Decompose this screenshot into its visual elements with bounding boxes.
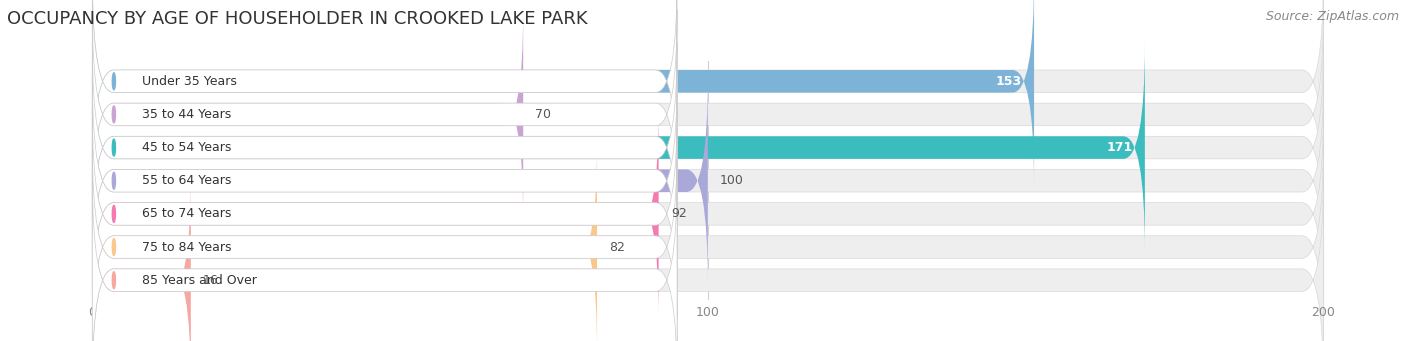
Circle shape: [112, 272, 115, 288]
FancyBboxPatch shape: [93, 142, 598, 341]
FancyBboxPatch shape: [93, 10, 1323, 219]
FancyBboxPatch shape: [93, 43, 678, 252]
Circle shape: [112, 239, 115, 255]
Circle shape: [112, 106, 115, 123]
FancyBboxPatch shape: [93, 10, 678, 219]
Text: 35 to 44 Years: 35 to 44 Years: [142, 108, 231, 121]
Circle shape: [112, 139, 115, 156]
Circle shape: [112, 73, 115, 90]
Text: 45 to 54 Years: 45 to 54 Years: [142, 141, 231, 154]
FancyBboxPatch shape: [93, 76, 1323, 285]
FancyBboxPatch shape: [93, 142, 678, 341]
FancyBboxPatch shape: [93, 175, 191, 341]
FancyBboxPatch shape: [93, 43, 1144, 252]
Circle shape: [112, 172, 115, 189]
Text: 85 Years and Over: 85 Years and Over: [142, 274, 256, 287]
FancyBboxPatch shape: [93, 76, 678, 285]
Text: 55 to 64 Years: 55 to 64 Years: [142, 174, 231, 187]
Text: 92: 92: [671, 207, 686, 220]
FancyBboxPatch shape: [93, 43, 1323, 252]
Text: 82: 82: [609, 240, 626, 254]
FancyBboxPatch shape: [93, 142, 1323, 341]
Text: 153: 153: [995, 75, 1022, 88]
FancyBboxPatch shape: [93, 10, 523, 219]
Text: 65 to 74 Years: 65 to 74 Years: [142, 207, 231, 220]
Text: 75 to 84 Years: 75 to 84 Years: [142, 240, 231, 254]
Text: 70: 70: [536, 108, 551, 121]
FancyBboxPatch shape: [93, 76, 707, 285]
FancyBboxPatch shape: [93, 0, 678, 186]
FancyBboxPatch shape: [93, 0, 1323, 186]
Circle shape: [112, 205, 115, 222]
Text: 100: 100: [720, 174, 744, 187]
FancyBboxPatch shape: [93, 109, 1323, 318]
Text: Source: ZipAtlas.com: Source: ZipAtlas.com: [1265, 10, 1399, 23]
FancyBboxPatch shape: [93, 0, 1033, 186]
FancyBboxPatch shape: [93, 109, 658, 318]
Text: 16: 16: [202, 274, 219, 287]
Text: Under 35 Years: Under 35 Years: [142, 75, 236, 88]
FancyBboxPatch shape: [93, 175, 1323, 341]
FancyBboxPatch shape: [93, 175, 678, 341]
Text: 171: 171: [1107, 141, 1133, 154]
FancyBboxPatch shape: [93, 109, 678, 318]
Text: OCCUPANCY BY AGE OF HOUSEHOLDER IN CROOKED LAKE PARK: OCCUPANCY BY AGE OF HOUSEHOLDER IN CROOK…: [7, 10, 588, 28]
